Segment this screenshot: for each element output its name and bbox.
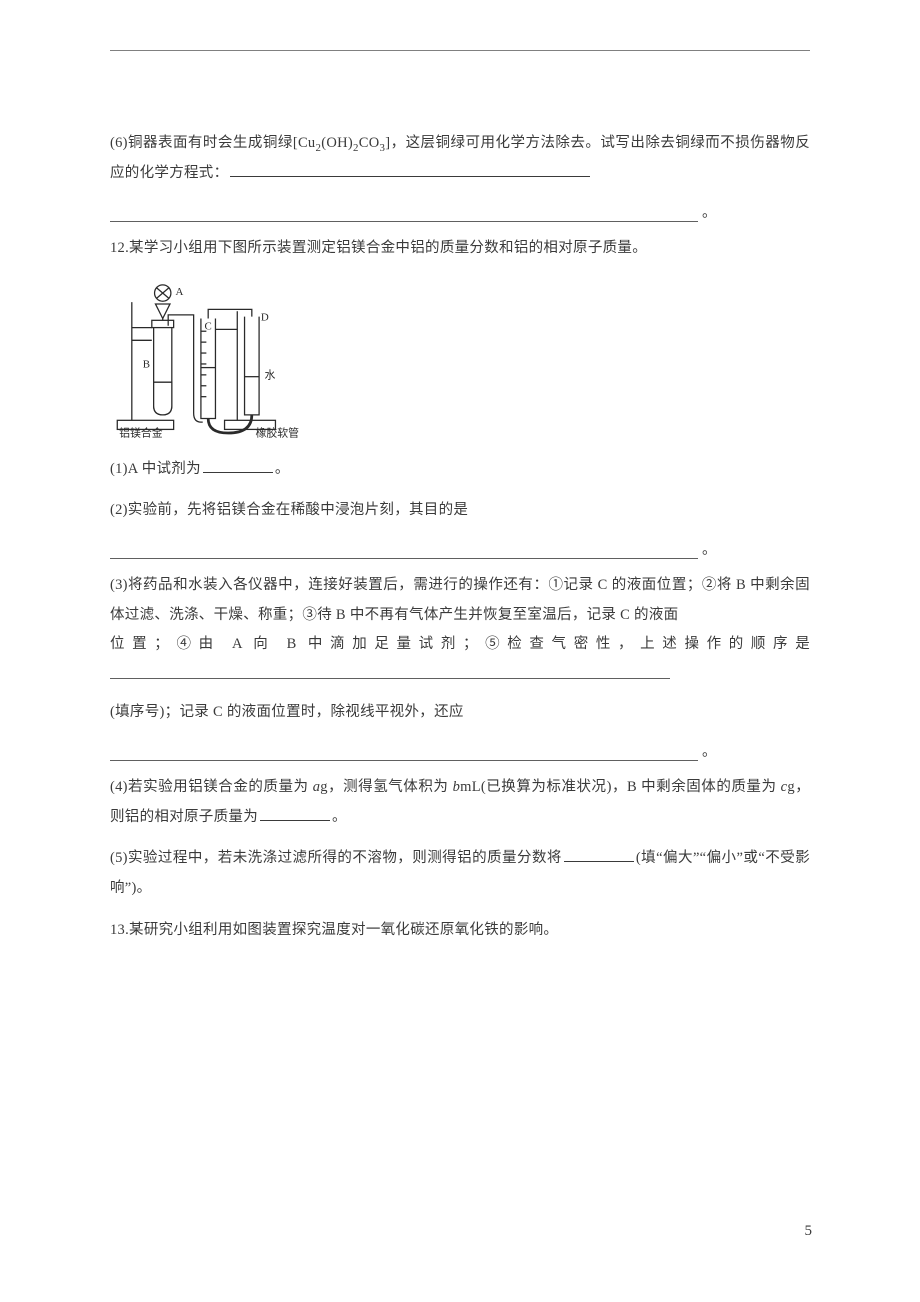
q12-p4-b: g，测得氢气体积为 [320, 779, 452, 795]
q12-p3-c: (填序号)；记录 C 的液面位置时，除视线平视外，还应 [110, 698, 810, 728]
q12-p4-blank [260, 820, 330, 821]
q13-stem: 13.某研究小组利用如图装置探究温度对一氧化碳还原氧化铁的影响。 [110, 916, 810, 946]
q12-p4-c: mL(已换算为标准状况)，B 中剩余固体的质量为 [460, 779, 781, 795]
q12-p4-e: 。 [332, 809, 347, 825]
q6-text-c: CO [359, 135, 380, 151]
q12-p4-var-b: b [453, 779, 461, 795]
q6-paragraph: (6)铜器表面有时会生成铜绿[Cu2(OH)2CO3]，这层铜绿可用化学方法除去… [110, 129, 810, 189]
figure-label-alloy: 铝镁合金 [119, 425, 163, 439]
figure-label-a: A [175, 285, 183, 297]
apparatus-svg: A B C D 水 铝镁合金 橡胶软管 [110, 276, 310, 441]
q12-p2-period: 。 [702, 538, 717, 559]
q12-p3-blank-row2 [110, 760, 698, 761]
top-horizontal-rule [110, 50, 810, 51]
q12-p2-blank-line: 。 [110, 538, 810, 559]
figure-label-rubber: 橡胶软管 [255, 425, 299, 439]
q12-p1-b: 。 [275, 461, 290, 477]
q6-period: 。 [702, 201, 717, 222]
q12-p3-a: (3)将药品和水装入各仪器中，连接好装置后，需进行的操作还有：①记录 C 的液面… [110, 571, 810, 630]
figure-label-d: D [261, 311, 269, 323]
q12-p4-a: (4)若实验用铝镁合金的质量为 [110, 779, 313, 795]
q12-p1-a: (1)A 中试剂为 [110, 461, 201, 477]
q12-p5-blank [564, 861, 634, 862]
q12-p3-blank-line [110, 666, 810, 684]
q6-text-b: (OH) [321, 135, 353, 151]
q6-blank-row-line: 。 [110, 201, 810, 222]
q12-p3-period: 。 [702, 740, 717, 761]
figure-label-water: 水 [265, 368, 276, 381]
q12-p2: (2)实验前，先将铝镁合金在稀酸中浸泡片刻，其目的是 [110, 496, 810, 526]
q12-stem: 12.某学习小组用下图所示装置测定铝镁合金中铝的质量分数和铝的相对原子质量。 [110, 234, 810, 264]
q12-p5: (5)实验过程中，若未洗涤过滤所得的不溶物，则测得铝的质量分数将(填“偏大”“偏… [110, 844, 810, 903]
q12-p5-a: (5)实验过程中，若未洗涤过滤所得的不溶物，则测得铝的质量分数将 [110, 850, 562, 866]
figure-label-b: B [143, 358, 150, 370]
q12-figure: A B C D 水 铝镁合金 橡胶软管 [110, 276, 310, 441]
figure-label-c: C [205, 320, 212, 332]
q12-p3-b: 位置；④由 A 向 B 中滴加足量试剂；⑤检查气密性，上述操作的顺序是 [110, 630, 810, 660]
q12-p3-blank-row [110, 678, 670, 679]
q6-inline-blank [230, 176, 590, 177]
page-content: (6)铜器表面有时会生成铜绿[Cu2(OH)2CO3]，这层铜绿可用化学方法除去… [0, 0, 920, 998]
q12-p1-blank [203, 472, 273, 473]
q12-p1: (1)A 中试剂为 。 [110, 455, 810, 485]
q12-p2-blank-row [110, 558, 698, 559]
q12-p3-blank2-line: 。 [110, 740, 810, 761]
q6-text-a: (6)铜器表面有时会生成铜绿[Cu [110, 135, 316, 151]
q6-blank-row [110, 221, 698, 222]
page-number: 5 [805, 1223, 813, 1240]
q12-p4: (4)若实验用铝镁合金的质量为 ag，测得氢气体积为 bmL(已换算为标准状况)… [110, 773, 810, 832]
